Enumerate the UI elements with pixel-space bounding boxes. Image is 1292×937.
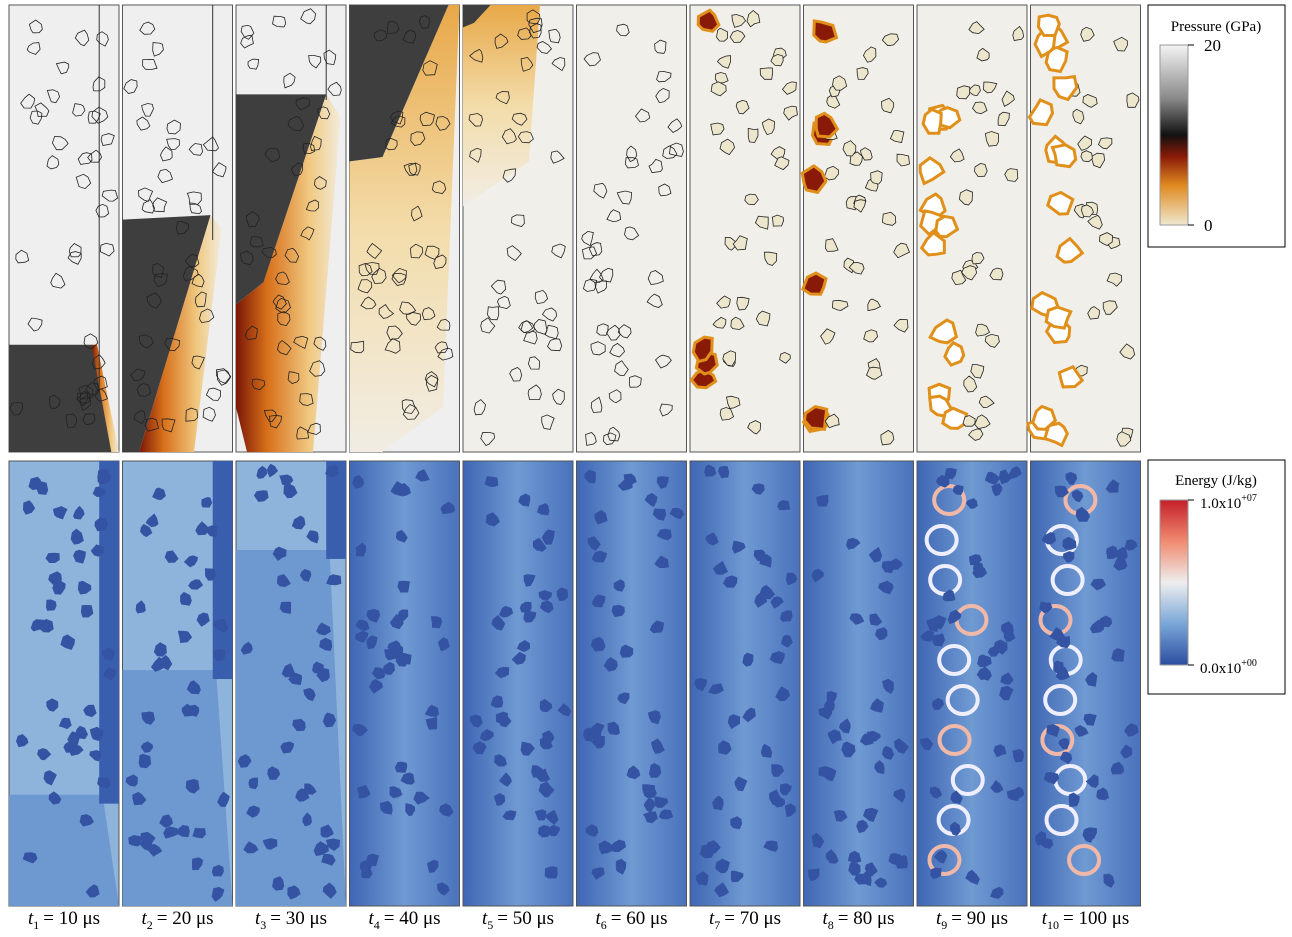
particle bbox=[803, 273, 826, 294]
label-part: 3 bbox=[260, 918, 266, 932]
label-part: 10 bbox=[1047, 918, 1059, 932]
label-part: 9 bbox=[941, 918, 947, 932]
label-part: 4 bbox=[374, 918, 380, 932]
panel-bg bbox=[1031, 5, 1141, 452]
label-exponent: +00 bbox=[1241, 658, 1257, 669]
particle bbox=[923, 110, 941, 134]
colorbar bbox=[1160, 500, 1188, 665]
label-part: = 30 μs bbox=[270, 908, 327, 929]
pressure-panel bbox=[463, 5, 573, 452]
colorbar-label: 0 bbox=[1204, 216, 1213, 235]
energy-panel bbox=[123, 461, 233, 906]
particle bbox=[1038, 15, 1059, 35]
legend-title: Pressure (GPa) bbox=[1171, 19, 1261, 35]
label-part: 1.0x10 bbox=[1200, 496, 1241, 512]
particle bbox=[1052, 145, 1075, 167]
time-label: t10= 100 μs bbox=[1042, 908, 1130, 932]
shocked-region bbox=[9, 795, 119, 906]
pressure-panel bbox=[350, 5, 460, 452]
colorbar bbox=[1160, 45, 1188, 225]
boundary-strip bbox=[99, 461, 119, 804]
energy-panel bbox=[917, 461, 1027, 906]
label-part: = 80 μs bbox=[838, 908, 895, 929]
panel-bg bbox=[463, 461, 573, 906]
time-label: t4= 40 μs bbox=[368, 908, 440, 932]
pressure-panel bbox=[577, 5, 687, 452]
time-label: t1= 10 μs bbox=[28, 908, 100, 932]
particle bbox=[248, 778, 258, 790]
particle bbox=[804, 407, 826, 430]
time-label: t9= 90 μs bbox=[936, 908, 1008, 932]
pressure-legend: Pressure (GPa) 0 20 bbox=[1148, 5, 1285, 247]
energy-legend: Energy (J/kg) 0.0x10+00 1.0x10+07 bbox=[1148, 460, 1285, 694]
label-part: = 100 μs bbox=[1063, 908, 1129, 929]
energy-panel bbox=[804, 461, 914, 906]
energy-panel bbox=[690, 461, 800, 906]
label-part: 1 bbox=[33, 918, 39, 932]
pressure-panel bbox=[123, 5, 233, 452]
particle bbox=[871, 171, 883, 184]
legend-title: Energy (J/kg) bbox=[1175, 473, 1257, 489]
figure: t1= 10 μst2= 20 μst3= 30 μst4= 40 μst5= … bbox=[0, 0, 1292, 937]
time-label: t3= 30 μs bbox=[255, 908, 327, 932]
pressure-panel bbox=[236, 5, 346, 452]
label-part: = 10 μs bbox=[43, 908, 100, 929]
pressure-panel bbox=[802, 5, 913, 452]
label-part: 0.0x10 bbox=[1200, 661, 1241, 677]
energy-panel bbox=[577, 461, 687, 906]
time-label: t2= 20 μs bbox=[141, 908, 213, 932]
energy-panel bbox=[1031, 461, 1141, 906]
panel-bg bbox=[350, 461, 460, 906]
colorbar-label: 20 bbox=[1204, 36, 1221, 55]
energy-panel bbox=[463, 461, 573, 906]
label-part: 2 bbox=[147, 918, 153, 932]
label-part: 7 bbox=[714, 918, 720, 932]
boundary-strip bbox=[213, 461, 233, 679]
pressure-panel bbox=[917, 5, 1027, 452]
label-part: 5 bbox=[487, 918, 493, 932]
particle bbox=[1081, 151, 1093, 162]
pressure-panel bbox=[9, 5, 119, 452]
energy-panel bbox=[350, 461, 460, 906]
time-label: t5= 50 μs bbox=[482, 908, 554, 932]
label-part: 6 bbox=[601, 918, 607, 932]
panel-bg bbox=[577, 461, 687, 906]
label-part: = 50 μs bbox=[497, 908, 554, 929]
label-part: = 90 μs bbox=[951, 908, 1008, 929]
particle bbox=[816, 495, 828, 507]
panel-bg bbox=[577, 5, 687, 452]
panels: t1= 10 μst2= 20 μst3= 30 μst4= 40 μst5= … bbox=[9, 5, 1141, 932]
energy-panel bbox=[9, 461, 119, 906]
time-label: t6= 60 μs bbox=[595, 908, 667, 932]
time-label: t7= 70 μs bbox=[709, 908, 781, 932]
label-part: = 60 μs bbox=[611, 908, 668, 929]
particle bbox=[814, 21, 837, 42]
time-label: t8= 80 μs bbox=[822, 908, 894, 932]
pressure-panel bbox=[1028, 5, 1141, 452]
label-part: 8 bbox=[828, 918, 834, 932]
particle bbox=[772, 215, 783, 226]
particle bbox=[545, 866, 558, 878]
particle bbox=[957, 86, 970, 99]
energy-panel bbox=[236, 461, 346, 906]
label-exponent: +07 bbox=[1241, 493, 1257, 504]
pressure-panel bbox=[690, 5, 800, 452]
label-part: = 40 μs bbox=[384, 908, 441, 929]
label-part: = 70 μs bbox=[724, 908, 781, 929]
label-part: = 20 μs bbox=[157, 908, 214, 929]
particle bbox=[943, 408, 967, 428]
panel-bg bbox=[690, 461, 800, 906]
